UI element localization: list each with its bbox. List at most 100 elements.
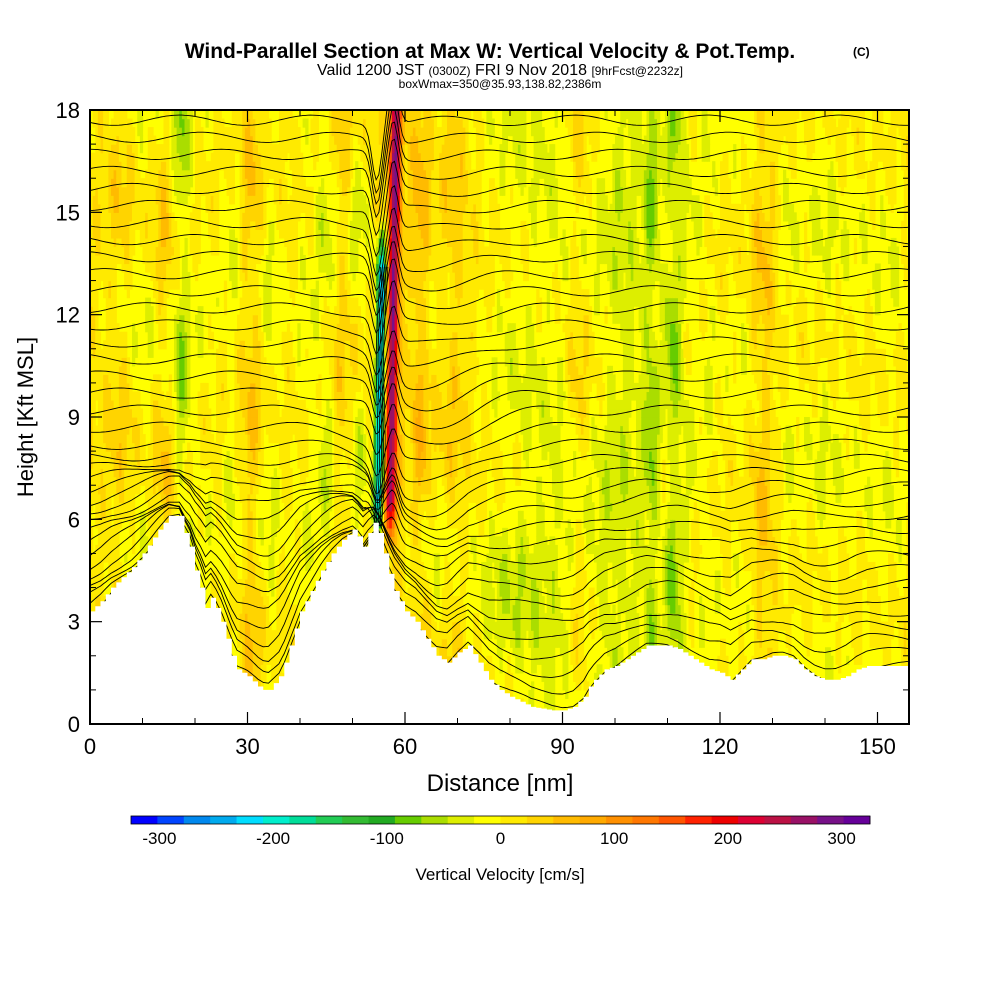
velocity-cell [384, 348, 388, 358]
velocity-cell [163, 110, 167, 120]
velocity-cell [229, 127, 233, 137]
velocity-cell [410, 254, 414, 265]
velocity-cell [255, 229, 259, 239]
velocity-cell [239, 110, 243, 120]
velocity-cell [305, 425, 309, 435]
velocity-cell [216, 246, 220, 256]
velocity-cell [153, 417, 157, 427]
velocity-cell [95, 468, 99, 478]
velocity-cell [234, 374, 238, 384]
velocity-cell [305, 468, 309, 478]
velocity-cell [132, 417, 136, 427]
velocity-cell [150, 425, 154, 435]
velocity-cell [384, 544, 388, 555]
velocity-cell [239, 272, 243, 282]
velocity-cell [370, 331, 375, 341]
velocity-cell [347, 280, 351, 290]
velocity-cell [360, 374, 364, 384]
velocity-cell [174, 161, 178, 171]
velocity-cell [252, 579, 256, 589]
velocity-cell [402, 237, 406, 248]
velocity-cell [111, 476, 115, 486]
velocity-cell [412, 485, 417, 495]
velocity-cell [336, 408, 340, 418]
velocity-cell [103, 212, 107, 222]
velocity-cell [323, 519, 327, 529]
velocity-cell [255, 289, 259, 299]
velocity-cell [302, 536, 306, 546]
velocity-cell [391, 382, 396, 393]
velocity-cell [300, 169, 304, 179]
velocity-cell [289, 237, 293, 248]
velocity-cell [166, 203, 170, 213]
velocity-cell [386, 408, 390, 418]
velocity-cell [378, 314, 382, 324]
velocity-cell [281, 161, 285, 171]
velocity-cell [365, 127, 369, 137]
velocity-cell [281, 212, 285, 222]
velocity-cell [355, 476, 359, 486]
velocity-cell [134, 161, 138, 171]
velocity-cell [402, 169, 406, 179]
velocity-cell [410, 289, 414, 299]
velocity-cell [118, 331, 123, 341]
velocity-cell [118, 169, 123, 179]
velocity-cell [105, 408, 109, 418]
velocity-cell [189, 127, 193, 137]
velocity-cell [292, 144, 296, 154]
velocity-cell [263, 365, 267, 375]
velocity-cell [226, 152, 230, 162]
velocity-cell [187, 519, 191, 529]
velocity-cell [360, 127, 364, 137]
velocity-cell [124, 553, 128, 563]
velocity-cell [187, 169, 191, 179]
velocity-cell [384, 382, 388, 393]
velocity-cell [263, 110, 267, 120]
velocity-cell [394, 502, 398, 512]
velocity-cell [302, 272, 306, 282]
velocity-cell [239, 118, 243, 128]
velocity-cell [360, 144, 364, 154]
velocity-cell [195, 314, 199, 324]
velocity-cell [284, 391, 288, 401]
velocity-cell [373, 374, 377, 384]
velocity-cell [315, 391, 319, 401]
velocity-cell [111, 408, 115, 418]
velocity-cell [160, 152, 165, 162]
velocity-cell [394, 144, 398, 154]
velocity-cell [307, 527, 312, 537]
velocity-cell [305, 127, 309, 137]
velocity-cell [210, 519, 214, 529]
velocity-cell [310, 212, 314, 222]
velocity-cell [339, 510, 343, 520]
velocity-cell [279, 621, 283, 631]
velocity-cell [263, 186, 267, 196]
velocity-cell [284, 442, 288, 452]
velocity-cell [250, 493, 254, 503]
velocity-cell [116, 340, 120, 350]
velocity-cell [252, 263, 256, 273]
velocity-cell [237, 399, 241, 410]
velocity-cell [184, 340, 188, 350]
velocity-cell [244, 476, 249, 486]
velocity-cell [116, 144, 120, 154]
velocity-cell [405, 340, 409, 350]
velocity-cell [126, 408, 130, 418]
velocity-cell [105, 331, 109, 341]
velocity-cell [195, 135, 199, 145]
velocity-cell [158, 519, 162, 529]
velocity-cell [273, 169, 277, 179]
velocity-cell [105, 527, 109, 537]
velocity-cell [213, 144, 217, 154]
velocity-cell [252, 425, 256, 435]
velocity-cell [412, 237, 417, 248]
velocity-cell [373, 212, 377, 222]
velocity-cell [399, 417, 403, 427]
velocity-cell [250, 212, 254, 222]
velocity-cell [355, 306, 359, 316]
velocity-cell [100, 510, 104, 520]
velocity-cell [103, 442, 107, 452]
velocity-cell [142, 434, 146, 444]
velocity-cell [391, 152, 396, 162]
velocity-cell [218, 374, 222, 384]
